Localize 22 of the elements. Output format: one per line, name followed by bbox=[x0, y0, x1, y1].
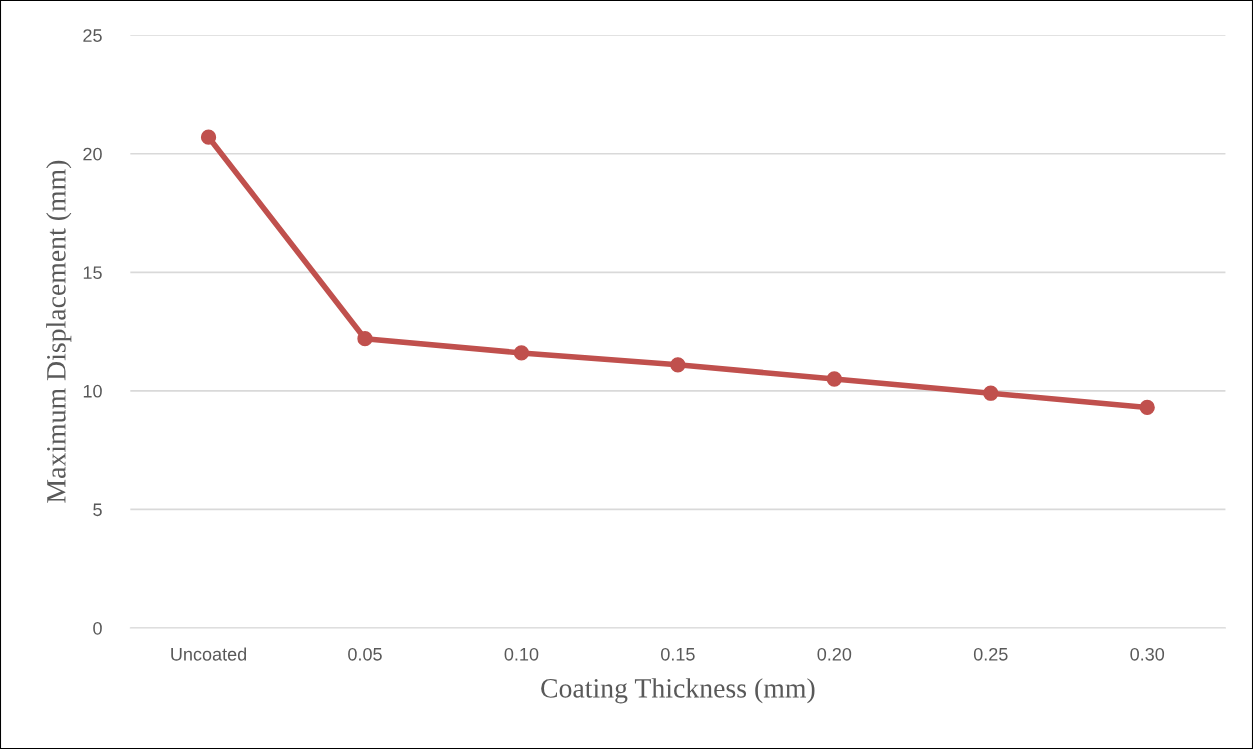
point bbox=[1139, 399, 1155, 416]
x-axis-title: Coating Thickness (mm) bbox=[541, 678, 815, 704]
x-tick-label: 0.10 bbox=[504, 647, 539, 661]
y-tick-label: 25 bbox=[83, 29, 102, 42]
y-tick-label: 15 bbox=[83, 266, 102, 280]
x-tick-label: 0.25 bbox=[973, 647, 1008, 661]
x-tick-label: 0.05 bbox=[348, 647, 382, 661]
point bbox=[200, 129, 217, 145]
point bbox=[357, 331, 373, 347]
point bbox=[983, 385, 999, 401]
point bbox=[513, 345, 530, 361]
y-tick-label: 10 bbox=[83, 384, 102, 398]
x-tick-label: Uncoated bbox=[171, 647, 247, 661]
y-tick-label: 0 bbox=[93, 621, 102, 635]
x-tick-label: 0.20 bbox=[817, 647, 852, 661]
point bbox=[826, 371, 842, 387]
y-tick-label: 20 bbox=[83, 147, 102, 161]
y-axis-title: Maximum Displacement (mm) bbox=[46, 160, 72, 503]
x-tick-label: 0.30 bbox=[1130, 647, 1165, 661]
x-tick-label: 0.15 bbox=[661, 647, 695, 661]
y-tick-label: 5 bbox=[93, 503, 102, 517]
point bbox=[670, 357, 686, 373]
